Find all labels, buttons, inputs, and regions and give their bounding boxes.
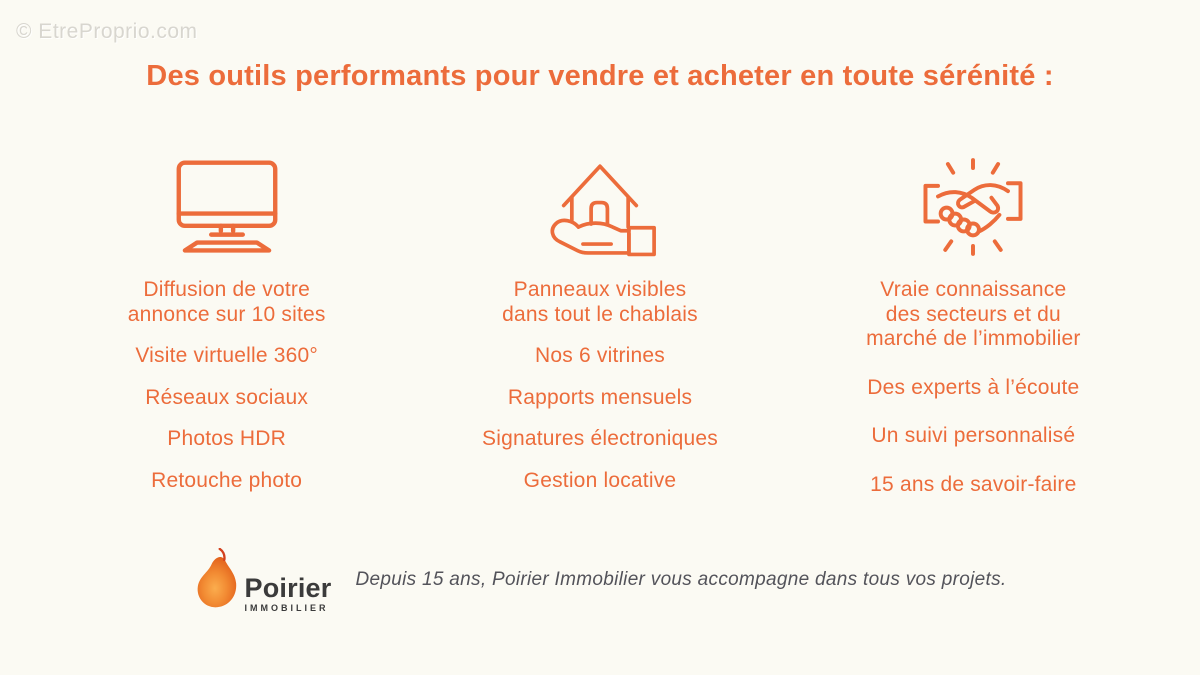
column-expertise: Vraie connaissance des secteurs et du ma… [787, 136, 1160, 521]
house-in-hand-icon [537, 136, 663, 278]
feature-item: Photos HDR [167, 427, 286, 452]
feature-item: Réseaux sociaux [145, 386, 308, 411]
feature-item: Vraie connaissance des secteurs et du ma… [866, 278, 1080, 352]
feature-line: Rapports mensuels [507, 385, 693, 409]
feature-line: Retouche photo [151, 468, 303, 492]
page-title: Des outils performants pour vendre et ac… [146, 60, 1054, 92]
feature-line: Un suivi personnalisé [871, 424, 1076, 447]
feature-line: des secteurs et du [885, 302, 1061, 326]
logo-subtitle: IMMOBILIER [244, 603, 329, 613]
feature-line: 15 ans de savoir-faire [870, 472, 1077, 496]
watermark: © EtreProprio.com [16, 20, 198, 43]
feature-line: Photos HDR [167, 427, 287, 450]
feature-item: Diffusion de votre annonce sur 10 sites [128, 278, 326, 327]
feature-item: Gestion locative [524, 469, 677, 494]
feature-item: Panneaux visibles dans tout le chablais [502, 278, 698, 327]
feature-item: Rapports mensuels [508, 386, 692, 411]
feature-item: Des experts à l’écoute [867, 376, 1079, 401]
feature-line: Réseaux sociaux [145, 385, 309, 409]
feature-item: Signatures électroniques [482, 427, 718, 452]
tagline: Depuis 15 ans, Poirier Immobilier vous a… [355, 568, 1007, 590]
feature-item: Retouche photo [151, 469, 302, 494]
monitor-icon [170, 136, 284, 278]
feature-line: Gestion locative [523, 468, 677, 492]
feature-line: Visite virtuelle 360° [135, 344, 318, 367]
feature-line: Panneaux visibles [513, 278, 687, 301]
feature-line: Signatures électroniques [482, 427, 718, 450]
column-digital-marketing: Diffusion de votre annonce sur 10 sites … [40, 136, 413, 521]
column-local-visibility: Panneaux visibles dans tout le chablais … [413, 136, 786, 521]
feature-line: annonce sur 10 sites [127, 302, 326, 326]
feature-item: Un suivi personnalisé [871, 424, 1075, 449]
pear-logo-icon [194, 547, 240, 615]
feature-columns: Diffusion de votre annonce sur 10 sites … [40, 136, 1160, 521]
feature-line: Des experts à l’écoute [867, 375, 1080, 399]
logo-text: Poirier IMMOBILIER [245, 575, 332, 615]
feature-item: Visite virtuelle 360° [135, 344, 318, 369]
feature-line: Nos 6 vitrines [534, 344, 665, 367]
feature-item: 15 ans de savoir-faire [870, 473, 1076, 498]
feature-line: Diffusion de votre [143, 278, 310, 301]
feature-item: Nos 6 vitrines [535, 344, 665, 369]
feature-line: dans tout le chablais [502, 302, 698, 326]
poirier-logo: Poirier IMMOBILIER [194, 547, 332, 615]
feature-line: Vraie connaissance [880, 278, 1067, 301]
logo-name: Poirier [244, 573, 332, 603]
footer: Poirier IMMOBILIER Depuis 15 ans, Poirie… [0, 547, 1200, 615]
handshake-icon [907, 136, 1039, 278]
feature-line: marché de l’immobilier [866, 327, 1081, 350]
